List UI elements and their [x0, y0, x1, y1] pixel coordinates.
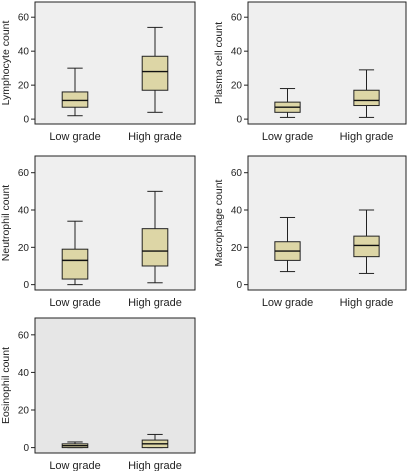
y-tick-label: 40	[231, 206, 243, 217]
y-tick-label: 60	[18, 330, 30, 341]
iqr-box	[353, 89, 380, 107]
y-tick-label: 40	[231, 47, 243, 58]
x-category-label: Low grade	[49, 131, 100, 143]
y-tick-label: 40	[18, 47, 30, 58]
y-tick-label: 0	[23, 280, 29, 291]
chart-panel-4: 0 20 40 60 Macrophage count Low grade High gra…	[213, 155, 407, 309]
plot-area	[34, 317, 196, 454]
chart-panel-1: 0 20 40 60 Lymphocyte count Low grade High gra…	[0, 1, 196, 143]
box-low-grade	[61, 220, 89, 286]
plot-area	[34, 1, 196, 125]
box-low-grade	[61, 67, 89, 117]
box-high-grade	[353, 69, 380, 118]
chart-panel-5: 0 20 40 60 Eosinophil count Low grade High gra…	[0, 317, 196, 471]
iqr-box	[353, 235, 380, 258]
iqr-box	[141, 228, 169, 267]
x-category-label: High grade	[340, 297, 394, 309]
y-tick-label: 20	[18, 243, 30, 254]
iqr-box	[141, 55, 169, 91]
plot-area	[247, 1, 407, 125]
iqr-box	[61, 248, 89, 280]
y-tick-label: 60	[231, 13, 243, 24]
y-tick-label: 0	[236, 115, 242, 126]
y-tick-label: 0	[236, 280, 242, 291]
x-category-label: High grade	[128, 131, 182, 143]
x-category-label: High grade	[340, 131, 394, 143]
x-category-label: Low grade	[49, 460, 100, 471]
y-tick-label: 20	[18, 406, 30, 417]
y-tick-label: 60	[18, 168, 30, 179]
plot-area	[247, 155, 407, 291]
x-category-label: Low grade	[262, 297, 313, 309]
y-axis-label: Neutrophil count	[0, 185, 12, 262]
plot-area	[34, 155, 196, 291]
box-low-grade	[274, 216, 301, 273]
x-category-label: Low grade	[49, 297, 100, 309]
x-category-label: Low grade	[262, 131, 313, 143]
y-tick-label: 20	[231, 81, 243, 92]
y-axis-label: Plasma cell count	[213, 22, 225, 104]
box-high-grade	[353, 209, 380, 274]
iqr-box	[61, 91, 89, 108]
y-tick-label: 20	[18, 81, 30, 92]
y-tick-label: 20	[231, 243, 243, 254]
chart-panel-3: 0 20 40 60 Neutrophil count Low grade High gra…	[0, 155, 196, 309]
box-high-grade	[141, 26, 169, 113]
x-category-label: High grade	[128, 297, 182, 309]
y-tick-label: 0	[23, 115, 29, 126]
y-axis-label: Lymphocyte count	[0, 21, 12, 106]
box-high-grade	[141, 433, 169, 449]
box-low-grade	[274, 88, 301, 118]
y-axis-label: Eosinophil count	[0, 347, 12, 424]
y-tick-label: 60	[18, 13, 30, 24]
y-tick-label: 60	[231, 168, 243, 179]
x-category-label: High grade	[128, 460, 182, 471]
y-tick-label: 40	[18, 206, 30, 217]
y-axis-label: Macrophage count	[213, 179, 225, 266]
box-high-grade	[141, 190, 169, 284]
y-tick-label: 40	[18, 368, 30, 379]
chart-panel-2: 0 20 40 60 Plasma cell count Low grade High gr…	[213, 1, 407, 143]
box-low-grade	[61, 441, 89, 449]
y-tick-label: 0	[23, 443, 29, 454]
